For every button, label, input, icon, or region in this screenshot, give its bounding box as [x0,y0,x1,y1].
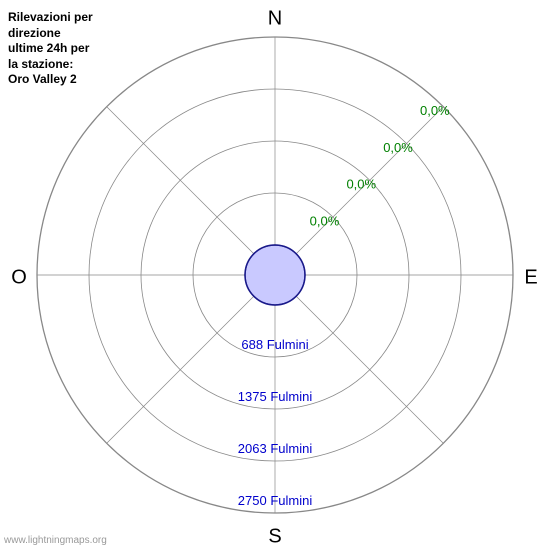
compass-label-e: E [524,266,537,288]
watermark: www.lightningmaps.org [4,535,107,546]
polar-chart: N E S O 0,0% 0,0% 0,0% 0,0% 688 Fulmini 1375… [0,0,550,550]
fulmini-label: 2750 Fulmini [238,493,313,508]
fulmini-label: 2063 Fulmini [238,441,313,456]
percent-label: 0,0% [346,177,376,192]
percent-label: 0,0% [383,140,413,155]
fulmini-label: 688 Fulmini [241,337,308,352]
grid-spoke [296,296,443,443]
compass-label-o: O [11,266,27,288]
percent-label: 0,0% [420,103,450,118]
fulmini-label: 1375 Fulmini [238,389,313,404]
compass-label-s: S [268,525,281,547]
grid-spoke [107,296,254,443]
grid-spoke [107,107,254,254]
percent-label: 0,0% [310,214,340,229]
compass-label-n: N [268,7,282,29]
